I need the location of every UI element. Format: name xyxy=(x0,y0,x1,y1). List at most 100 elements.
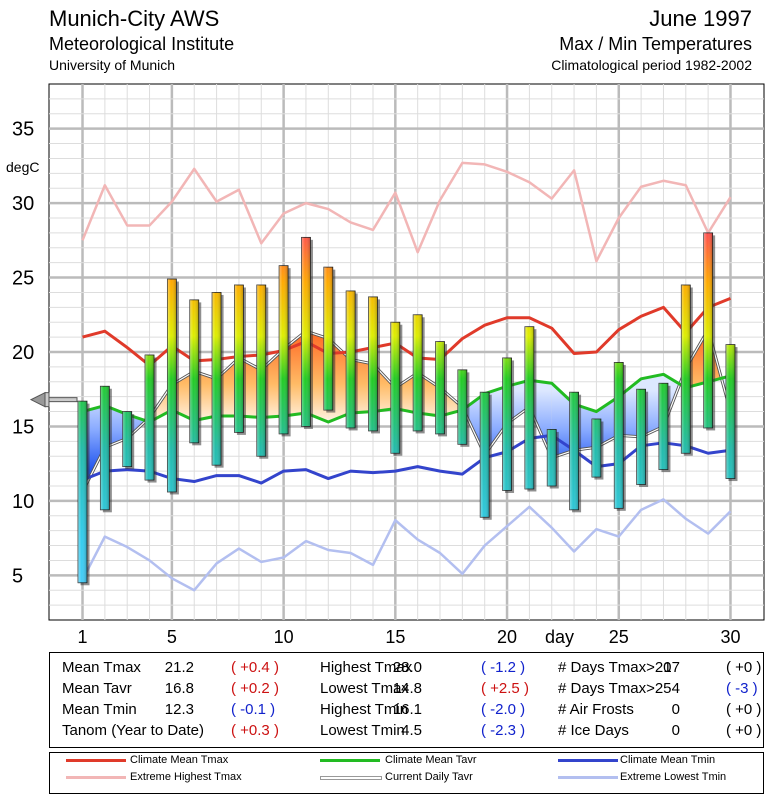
stat-label: # Days Tmax>25 xyxy=(558,680,672,697)
stat-label: Lowest Tmin xyxy=(320,722,405,739)
stat-anomaly: ( +0.2 ) xyxy=(231,680,279,697)
stat-anomaly: ( -3 ) xyxy=(726,680,758,697)
y-tick-label: 10 xyxy=(12,491,34,513)
stat-anomaly: ( -1.2 ) xyxy=(481,659,526,676)
stat-value: 4 xyxy=(671,680,680,697)
stat-label: Highest Tmin xyxy=(320,701,409,718)
stat-label: Lowest Tmax xyxy=(320,680,409,697)
daily-bars xyxy=(77,232,738,586)
legend-swatch xyxy=(320,776,382,780)
stat-value: 16.8 xyxy=(164,680,194,697)
y-axis-label: degC xyxy=(6,159,39,175)
legend-label: Extreme Highest Tmax xyxy=(130,771,242,783)
tavr-arrow-tail xyxy=(44,392,50,408)
bar-shine xyxy=(390,322,400,454)
stat-anomaly: ( +0.4 ) xyxy=(231,659,279,676)
current-tavr-marker xyxy=(29,391,78,408)
stat-anomaly: ( -0.1 ) xyxy=(231,701,276,718)
y-tick-label: 5 xyxy=(12,565,23,587)
legend-swatch xyxy=(320,759,380,762)
bar-shine xyxy=(569,392,579,510)
stat-value: 12.3 xyxy=(164,701,194,718)
bar-shine xyxy=(435,341,445,434)
stat-label: Tanom (Year to Date) xyxy=(62,722,205,739)
y-tick-label: 20 xyxy=(12,342,34,364)
stat-anomaly: ( -2.3 ) xyxy=(481,722,526,739)
stat-anomaly: ( -2.0 ) xyxy=(481,701,526,718)
extreme-lowest-tmin-line xyxy=(81,498,732,592)
legend-label: Current Daily Tavr xyxy=(385,771,473,783)
stat-value: 21.2 xyxy=(164,659,194,676)
y-tick-label: 35 xyxy=(12,119,34,141)
legend-label: Climate Mean Tmax xyxy=(130,754,229,766)
x-tick-label: 10 xyxy=(274,627,294,647)
bar-shine xyxy=(256,285,266,457)
legend-label: Climate Mean Tmin xyxy=(620,754,716,766)
bar-shine xyxy=(681,285,691,454)
bar-shine xyxy=(703,232,713,428)
bar-shine xyxy=(145,354,155,481)
bar-shine xyxy=(167,279,177,492)
stat-anomaly: ( +0.3 ) xyxy=(231,722,279,739)
stat-label: Mean Tavr xyxy=(62,680,132,697)
stat-anomaly: ( +0 ) xyxy=(726,659,762,676)
subtitle-right: Max / Min Temperatures xyxy=(559,34,752,54)
statistics-panel: Mean Tmax 21.2 ( +0.4 ) Mean Tavr 16.8 ( +0.2… xyxy=(49,652,764,748)
stat-anomaly: ( +0 ) xyxy=(726,722,762,739)
extreme-highest-tmax-line xyxy=(81,161,732,263)
x-tick-label: 15 xyxy=(385,627,405,647)
stat-value: 0 xyxy=(671,701,680,718)
stat-label: Mean Tmin xyxy=(62,701,137,718)
bar-shine xyxy=(413,314,423,431)
bar-shine xyxy=(636,389,646,485)
bar-shine xyxy=(78,401,88,583)
legend: Climate Mean Tmax Extreme Highest Tmax Cli… xyxy=(49,752,764,794)
legend-swatch xyxy=(66,776,126,779)
subtitle2-right: Climatological period 1982-2002 xyxy=(551,57,752,73)
bar-shine xyxy=(614,362,624,509)
x-axis-label: day xyxy=(545,627,574,647)
bar-shine xyxy=(725,344,735,479)
bar-shine xyxy=(323,267,333,411)
stat-value: 28.0 xyxy=(392,659,422,676)
x-tick-label: 5 xyxy=(167,627,177,647)
x-tick-label: 25 xyxy=(609,627,629,647)
bar-shine xyxy=(301,237,311,427)
x-tick-label: 30 xyxy=(720,627,740,647)
title-right: June 1997 xyxy=(649,6,752,31)
legend-swatch xyxy=(558,776,618,779)
stat-value: 14.8 xyxy=(392,680,422,697)
y-tick-label: 15 xyxy=(12,416,34,438)
bar-shine xyxy=(591,419,601,478)
tavr-arrow-shaft xyxy=(44,397,78,403)
title-left: Munich-City AWS xyxy=(49,6,220,31)
legend-label: Extreme Lowest Tmin xyxy=(620,771,727,783)
bar-shine xyxy=(368,296,378,431)
stat-label: # Days Tmax>20 xyxy=(558,659,672,676)
stat-value: 0 xyxy=(671,722,680,739)
bar-shine xyxy=(457,369,467,445)
bar-shine xyxy=(547,429,557,486)
stat-value: 16.1 xyxy=(392,701,422,718)
tavr-arrow-head xyxy=(29,391,46,408)
bar-shine xyxy=(279,265,289,434)
x-tick-label: 1 xyxy=(78,627,88,647)
stat-anomaly: ( +2.5 ) xyxy=(481,680,529,697)
stat-label: Highest Tmax xyxy=(320,659,413,676)
x-tick-label: 20 xyxy=(497,627,517,647)
stat-value: 4.5 xyxy=(401,722,422,739)
stat-label: Mean Tmax xyxy=(62,659,141,676)
stat-anomaly: ( +0 ) xyxy=(726,701,762,718)
bar-shine xyxy=(502,357,512,491)
stat-value: 17 xyxy=(663,659,680,676)
stat-label: # Ice Days xyxy=(558,722,629,739)
bar-shine xyxy=(234,285,244,433)
legend-swatch xyxy=(66,759,126,762)
bar-shine xyxy=(658,383,668,470)
bar-shine xyxy=(524,326,534,489)
bar-shine xyxy=(122,411,132,467)
legend-swatch xyxy=(558,759,618,762)
bar-shine xyxy=(189,299,199,443)
subtitle2-left: University of Munich xyxy=(49,57,176,73)
